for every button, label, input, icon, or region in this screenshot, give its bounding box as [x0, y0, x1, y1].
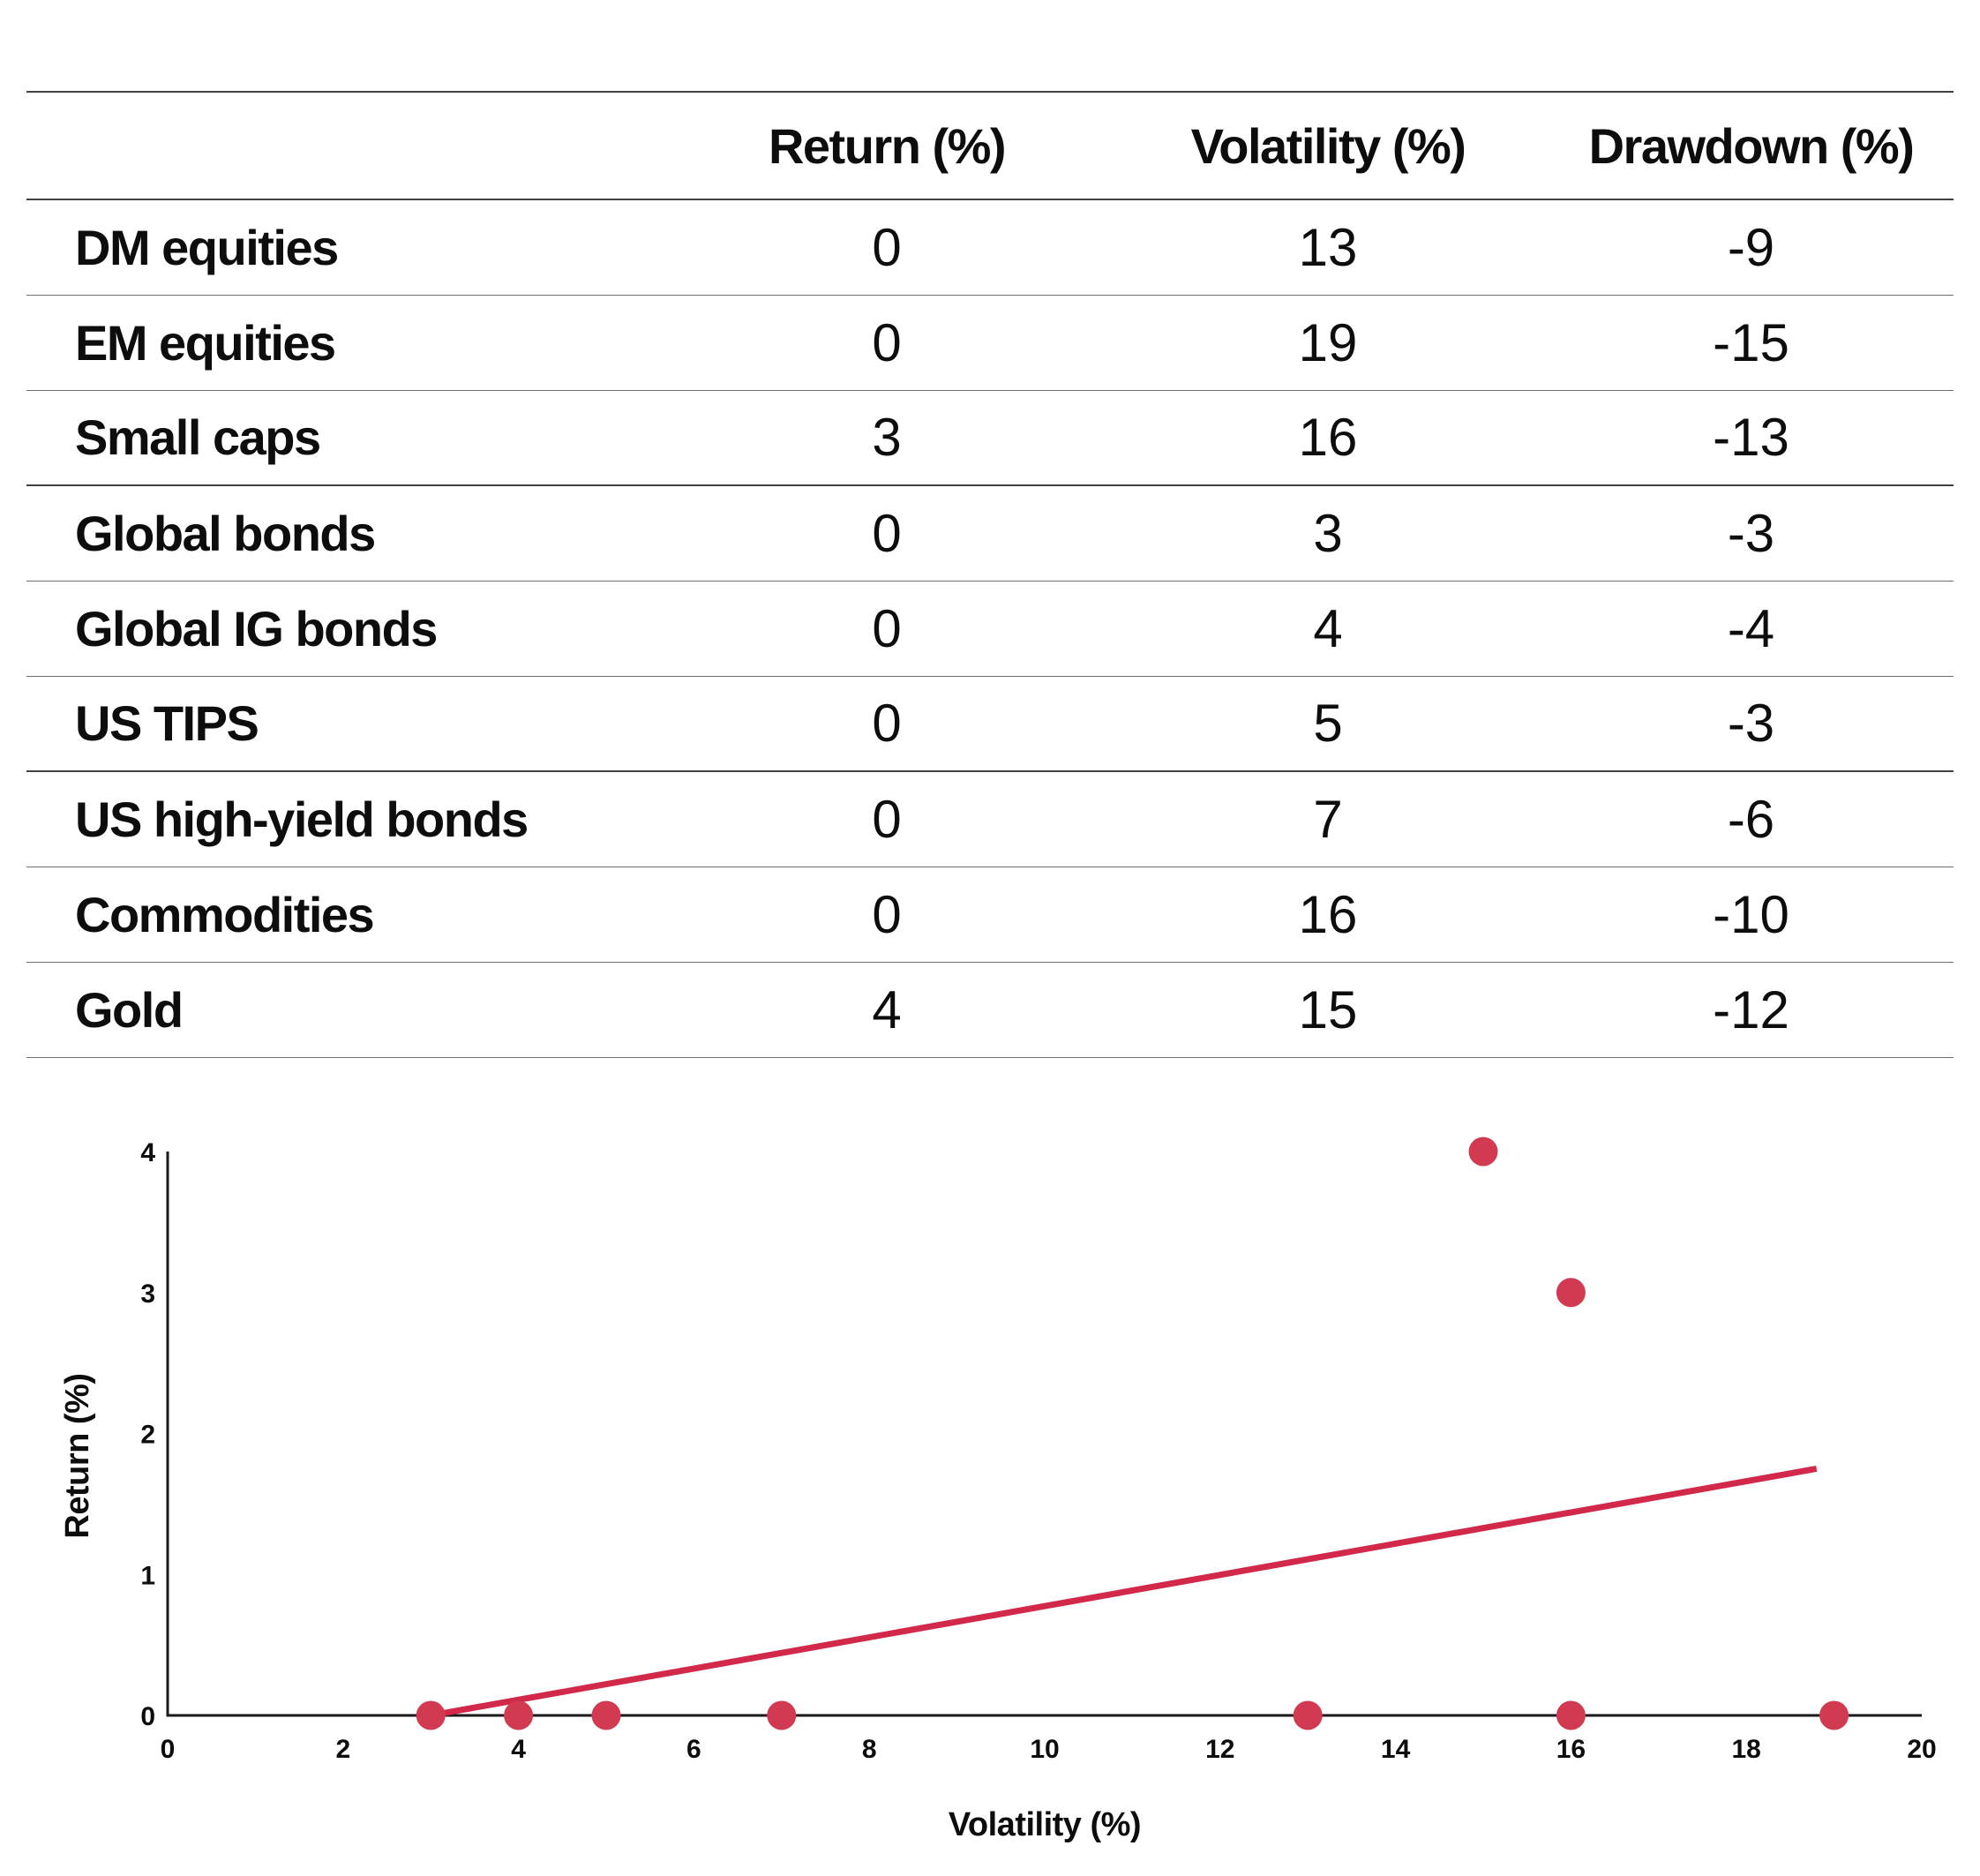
data-point: [1468, 1137, 1498, 1167]
y-tick-label: 4: [140, 1138, 155, 1167]
asset-label-cell: Small caps: [75, 409, 321, 466]
x-tick-label: 4: [511, 1735, 526, 1764]
drawdown-value-cell: -3: [1727, 694, 1775, 754]
trend-line: [430, 1465, 1818, 1719]
drawdown-value-cell: -10: [1713, 884, 1789, 944]
data-point: [767, 1700, 797, 1730]
volatility-value-cell: 16: [1298, 884, 1358, 944]
y-tick-label: 3: [140, 1279, 155, 1309]
data-point: [591, 1700, 621, 1730]
x-tick-label: 0: [161, 1735, 176, 1764]
asset-table-body: DM equities 0 13 -9 EM equities 0 19 -15 Small c…: [26, 199, 1954, 1057]
x-tick-label: 16: [1556, 1735, 1586, 1764]
drawdown-value-cell: -4: [1727, 598, 1775, 658]
asset-label-cell: Global bonds: [75, 505, 376, 561]
y-tick-label: 2: [140, 1421, 155, 1450]
data-point: [1819, 1700, 1849, 1730]
asset-label-cell: US TIPS: [75, 695, 259, 752]
data-point: [1556, 1278, 1586, 1308]
y-tick-label: 1: [140, 1561, 155, 1590]
x-tick-label: 6: [686, 1735, 701, 1764]
table-row: Global IG bonds 0 4 -4: [26, 581, 1954, 676]
drawdown-value-cell: -3: [1727, 503, 1775, 563]
table-row: Small caps 3 16 -13: [26, 390, 1954, 485]
table-row: Global bonds 0 3 -3: [26, 485, 1954, 581]
table-row: US high-yield bonds 0 7 -6: [26, 771, 1954, 867]
return-value-cell: 0: [872, 312, 902, 372]
return-value-cell: 0: [872, 217, 902, 277]
volatility-value-cell: 16: [1298, 408, 1358, 468]
return-value-cell: 0: [872, 884, 902, 944]
asset-label-cell: Global IG bonds: [75, 600, 438, 657]
y-tick-label: 0: [140, 1702, 155, 1731]
data-point: [504, 1700, 534, 1730]
table-row: Commodities 0 16 -10: [26, 867, 1954, 962]
x-tick-label: 14: [1381, 1735, 1411, 1764]
table-row: US TIPS 0 5 -3: [26, 676, 1954, 771]
volatility-value-cell: 5: [1313, 694, 1343, 754]
header-asset: [26, 92, 666, 199]
volatility-value-cell: 15: [1298, 979, 1358, 1039]
table-row: Gold 4 15 -12: [26, 962, 1954, 1057]
asset-stats-table-section: Return (%) Volatility (%) Drawdown (%) D…: [26, 91, 1954, 1058]
table-row: DM equities 0 13 -9: [26, 199, 1954, 295]
asset-label-cell: Gold: [75, 981, 184, 1038]
volatility-value-cell: 19: [1298, 312, 1358, 372]
x-axis-title: Volatility (%): [949, 1806, 1141, 1843]
x-tick-label: 10: [1030, 1735, 1059, 1764]
asset-stats-table: Return (%) Volatility (%) Drawdown (%) D…: [26, 91, 1954, 1058]
x-tick-label: 18: [1732, 1735, 1761, 1764]
header-return: Return (%): [768, 117, 1007, 174]
drawdown-value-cell: -15: [1713, 312, 1789, 372]
volatility-value-cell: 7: [1313, 789, 1343, 849]
drawdown-value-cell: -12: [1713, 979, 1789, 1039]
return-value-cell: 0: [872, 694, 902, 754]
return-value-cell: 0: [872, 789, 902, 849]
table-header-row: Return (%) Volatility (%) Drawdown (%): [26, 92, 1954, 199]
asset-label-cell: US high-yield bonds: [75, 791, 529, 847]
drawdown-value-cell: -13: [1713, 408, 1789, 468]
y-axis-title: Return (%): [59, 1373, 96, 1538]
volatility-value-cell: 4: [1313, 598, 1343, 658]
axes-layer: [166, 1152, 1922, 1717]
scatter-chart-section: 0 2 4 6 8 10 12 14 16 18 20 0 1 2 3 4 Volatility (%) Re…: [0, 1129, 1980, 1876]
table-row: EM equities 0 19 -15: [26, 295, 1954, 390]
data-point: [1293, 1700, 1323, 1730]
x-tick-label: 2: [335, 1735, 350, 1764]
x-tick-label: 12: [1205, 1735, 1234, 1764]
asset-label-cell: DM equities: [75, 219, 339, 275]
return-value-cell: 4: [872, 979, 902, 1039]
data-point: [1556, 1700, 1586, 1730]
data-points-layer: [416, 1137, 1849, 1730]
drawdown-value-cell: -9: [1727, 217, 1775, 277]
header-drawdown: Drawdown (%): [1588, 117, 1915, 174]
return-value-cell: 0: [872, 598, 902, 658]
asset-label-cell: Commodities: [75, 886, 375, 942]
drawdown-value-cell: -6: [1727, 789, 1775, 849]
x-tick-label: 8: [862, 1735, 877, 1764]
x-tick-label: 20: [1907, 1735, 1936, 1764]
volatility-value-cell: 3: [1313, 503, 1343, 563]
volatility-value-cell: 13: [1298, 217, 1358, 277]
data-point: [416, 1700, 446, 1730]
return-value-cell: 3: [872, 408, 902, 468]
header-volatility: Volatility (%): [1190, 117, 1466, 174]
asset-label-cell: EM equities: [75, 314, 336, 371]
return-value-cell: 0: [872, 503, 902, 563]
